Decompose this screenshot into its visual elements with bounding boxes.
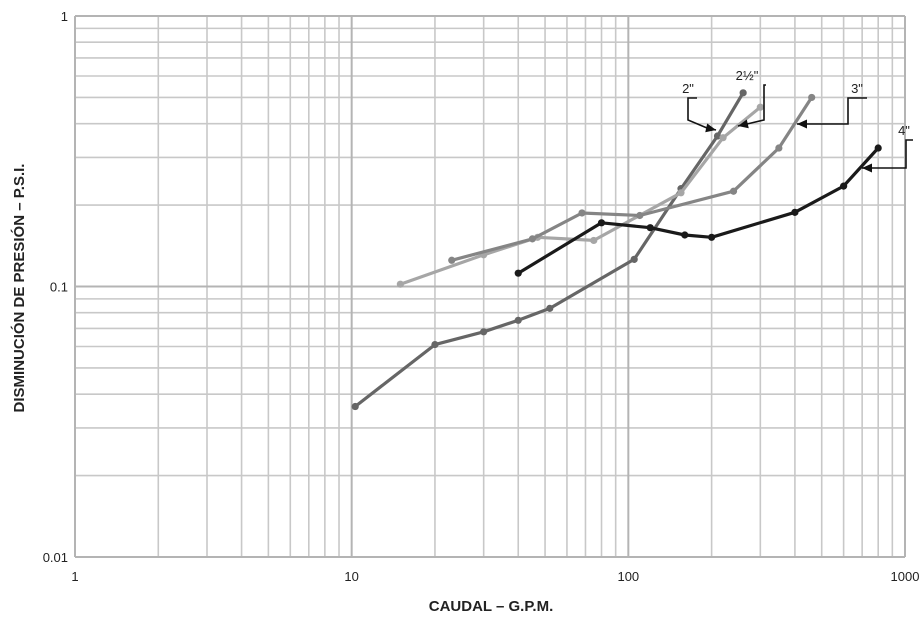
series-label: 4": [898, 123, 910, 138]
data-point: [681, 231, 689, 239]
series-line: [353, 91, 745, 409]
y-axis-title: DISMINUCIÓN DE PRESIÓN – P.S.I.: [10, 164, 28, 413]
y-tick-label: 0.01: [43, 550, 68, 565]
data-point: [840, 182, 848, 190]
x-axis-title: CAUDAL – G.P.M.: [429, 598, 553, 615]
data-point: [448, 256, 456, 264]
leader-line: [806, 97, 867, 125]
x-tick-label: 10: [344, 569, 358, 584]
data-point: [514, 269, 522, 277]
data-point: [546, 304, 554, 312]
data-point: [514, 316, 522, 324]
series-label: 3": [851, 81, 863, 96]
data-point: [729, 187, 738, 195]
data-point: [713, 132, 722, 140]
series-layer: [351, 89, 882, 411]
data-point: [677, 189, 685, 197]
data-point: [739, 89, 747, 97]
data-point: [775, 144, 783, 152]
arrowhead: [862, 163, 872, 173]
series-label: 2½": [736, 68, 759, 83]
data-point: [708, 233, 716, 241]
data-point: [791, 208, 799, 216]
data-point: [431, 340, 439, 349]
series-line: [516, 146, 880, 275]
data-point: [756, 103, 764, 111]
arrowhead: [705, 123, 716, 133]
annotation-layer: 2" 2½" 3" 4": [682, 68, 913, 173]
data-point: [578, 209, 586, 217]
data-point: [597, 219, 606, 227]
data-point: [396, 280, 404, 288]
leader-line: [870, 139, 913, 169]
data-point: [646, 224, 654, 232]
data-point: [590, 236, 598, 245]
y-tick-label: 0.1: [50, 280, 68, 295]
data-point: [480, 328, 488, 336]
data-point: [719, 134, 727, 142]
leader-line: [687, 97, 708, 129]
x-tick-label: 100: [617, 569, 639, 584]
data-point: [808, 93, 816, 102]
x-tick-label: 1000: [891, 569, 920, 584]
tick-label-layer: 1 10 100 1000 0.01 0.1 1: [43, 9, 920, 584]
x-tick-label: 1: [71, 569, 78, 584]
series-label: 2": [682, 81, 694, 96]
arrowhead: [738, 119, 749, 129]
arrowhead: [797, 119, 807, 129]
data-point: [874, 144, 882, 152]
data-point: [636, 211, 644, 220]
leader-line: [746, 84, 766, 125]
data-point: [630, 255, 638, 263]
data-point: [351, 402, 359, 411]
major-gridlines: [74, 15, 906, 558]
series-line: [398, 105, 762, 286]
data-point: [528, 235, 536, 243]
y-tick-label: 1: [61, 9, 68, 24]
